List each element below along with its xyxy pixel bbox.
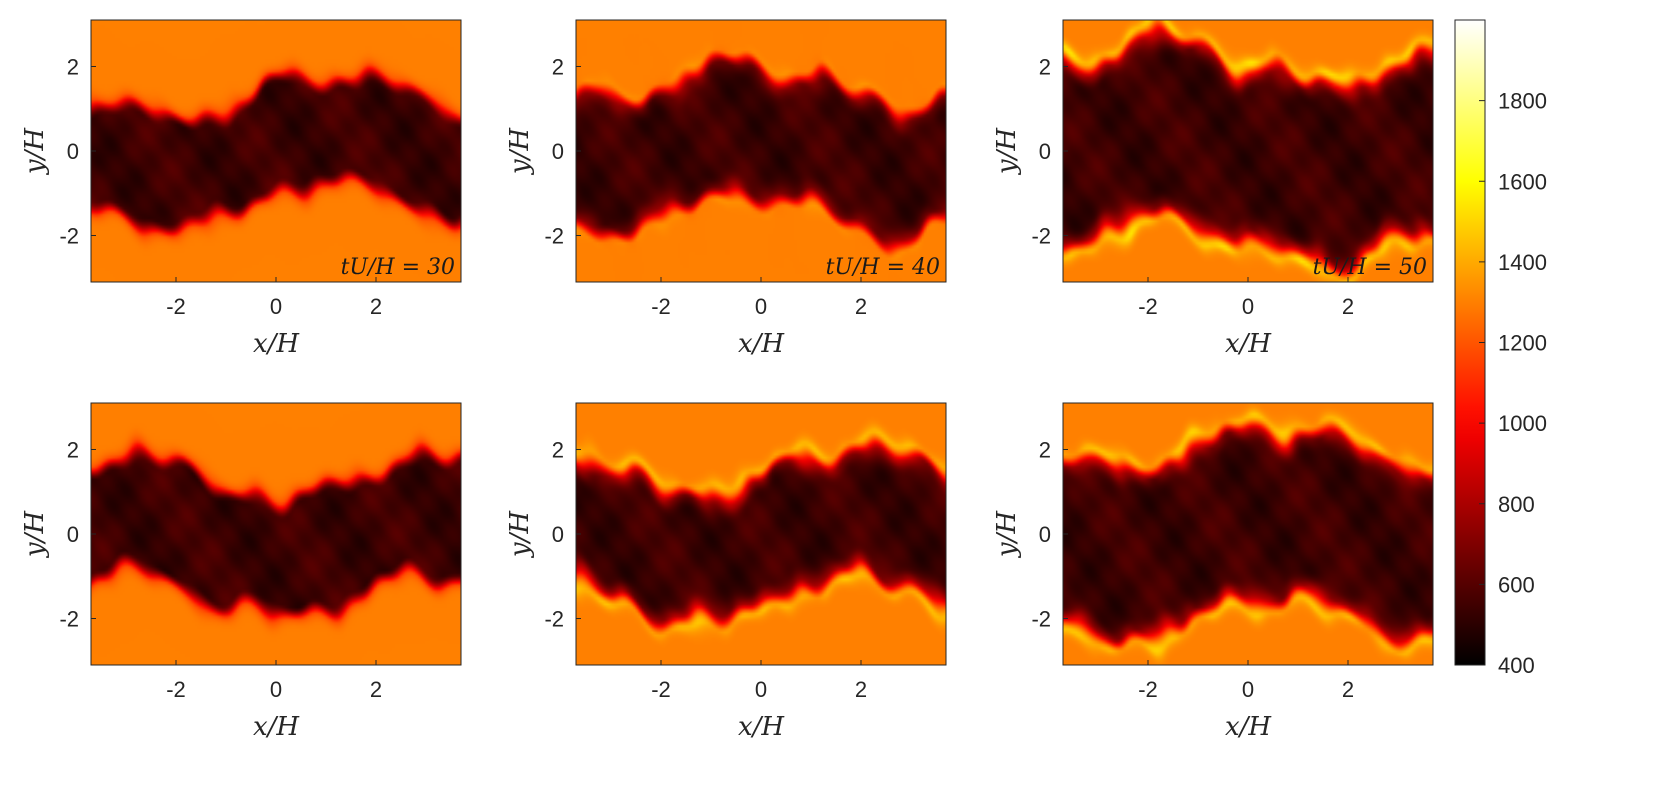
panel-r2c2: -2 0 2 -2 0 2 x/H y/H xyxy=(505,402,947,742)
colorbar-tick-label: 1800 xyxy=(1498,89,1547,114)
y-tick-label: -2 xyxy=(544,224,564,249)
field-image xyxy=(1063,20,1433,282)
y-tick-label: 0 xyxy=(552,139,564,164)
x-axis-label: x/H xyxy=(738,712,785,742)
x-tick-label: 0 xyxy=(755,677,767,702)
time-annotation: tU/H = 30 xyxy=(341,255,455,280)
field-image xyxy=(576,20,946,282)
y-tick-label: 2 xyxy=(1039,54,1051,79)
y-tick-label: 0 xyxy=(552,522,564,547)
y-tick-label: -2 xyxy=(59,607,79,632)
y-tick-label: -2 xyxy=(1031,607,1051,632)
colorbar-tick-label: 600 xyxy=(1498,572,1535,597)
panel-r1c3: -2 0 2 -2 0 2 x/H y/H tU/H = 50 xyxy=(992,19,1434,359)
colorbar-tick-label: 1400 xyxy=(1498,250,1547,275)
x-tick-label: -2 xyxy=(166,677,186,702)
time-annotation: tU/H = 40 xyxy=(826,255,940,280)
y-tick-label: 2 xyxy=(1039,437,1051,462)
field-image xyxy=(576,403,946,665)
x-tick-label: 2 xyxy=(370,677,382,702)
x-tick-label: 2 xyxy=(1342,677,1354,702)
colorbar-tick-label: 1000 xyxy=(1498,411,1547,436)
colorbar-tick-label: 1200 xyxy=(1498,331,1547,356)
x-tick-label: 0 xyxy=(1242,294,1254,319)
y-tick-label: 2 xyxy=(67,54,79,79)
y-tick-label: 0 xyxy=(1039,139,1051,164)
colorbar-tick-label: 400 xyxy=(1498,653,1535,678)
x-axis-label: x/H xyxy=(1225,329,1272,359)
x-axis-label: x/H xyxy=(253,712,300,742)
y-tick-label: -2 xyxy=(544,607,564,632)
x-axis-label: x/H xyxy=(253,329,300,359)
x-tick-label: 0 xyxy=(755,294,767,319)
y-axis-label: y/H xyxy=(20,127,50,175)
y-tick-label: -2 xyxy=(1031,224,1051,249)
x-tick-label: 2 xyxy=(370,294,382,319)
x-tick-label: 2 xyxy=(855,677,867,702)
y-axis-label: y/H xyxy=(505,510,535,558)
panel-r2c3: -2 0 2 -2 0 2 x/H y/H xyxy=(992,402,1434,742)
x-tick-label: -2 xyxy=(651,294,671,319)
colorbar-tick-label: 800 xyxy=(1498,492,1535,517)
y-tick-label: 0 xyxy=(1039,522,1051,547)
panel-grid: -2 0 2 -2 0 2 x/H y/H tU/H = 30 -2 0 2 -2 0 2 x/H y/H tU/… xyxy=(20,19,1434,742)
field-image xyxy=(1063,403,1433,665)
x-tick-label: -2 xyxy=(166,294,186,319)
field-image xyxy=(91,403,461,665)
panel-r2c1: -2 0 2 -2 0 2 x/H y/H xyxy=(20,402,462,742)
y-tick-label: -2 xyxy=(59,224,79,249)
x-tick-label: 0 xyxy=(270,294,282,319)
x-tick-label: 2 xyxy=(1342,294,1354,319)
x-tick-label: -2 xyxy=(1138,294,1158,319)
time-annotation: tU/H = 50 xyxy=(1313,255,1427,280)
y-tick-label: 2 xyxy=(552,437,564,462)
y-axis-label: y/H xyxy=(992,510,1022,558)
panel-r1c2: -2 0 2 -2 0 2 x/H y/H tU/H = 40 xyxy=(505,19,947,359)
y-tick-label: 2 xyxy=(67,437,79,462)
x-tick-label: -2 xyxy=(651,677,671,702)
colorbar: 400 600 800 1000 1200 1400 1600 1800 xyxy=(1454,19,1547,678)
y-tick-label: 0 xyxy=(67,522,79,547)
x-axis-label: x/H xyxy=(1225,712,1272,742)
x-axis-label: x/H xyxy=(738,329,785,359)
y-axis-label: y/H xyxy=(992,127,1022,175)
y-axis-label: y/H xyxy=(505,127,535,175)
x-tick-label: 0 xyxy=(1242,677,1254,702)
y-tick-label: 2 xyxy=(552,54,564,79)
x-tick-label: -2 xyxy=(1138,677,1158,702)
colorbar-tick-label: 1600 xyxy=(1498,169,1547,194)
y-tick-label: 0 xyxy=(67,139,79,164)
x-tick-label: 2 xyxy=(855,294,867,319)
panel-r1c1: -2 0 2 -2 0 2 x/H y/H tU/H = 30 xyxy=(20,19,462,359)
x-tick-label: 0 xyxy=(270,677,282,702)
y-axis-label: y/H xyxy=(20,510,50,558)
field-image xyxy=(91,20,461,282)
